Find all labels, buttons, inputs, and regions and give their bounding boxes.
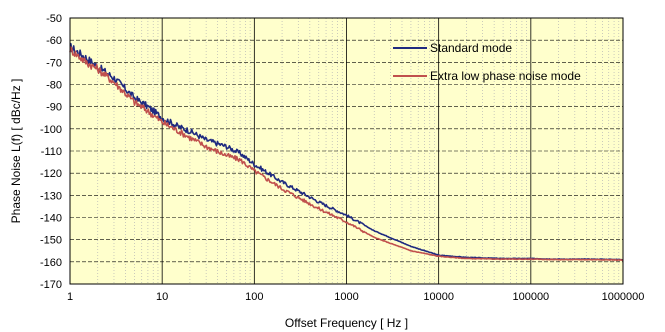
x-tick-label: 10000 [423,291,454,303]
x-axis-tick-labels: 1 10 100 1000 10000 100000 1000000 [67,291,644,303]
x-tick-label: 100 [245,291,263,303]
legend: Standard mode Extra low phase noise mode [393,41,581,83]
y-tick-label: -120 [40,168,62,180]
y-axis-label: Phase Noise L(f) [ dBc/Hz ] [9,79,23,224]
legend-label: Standard mode [430,41,512,55]
y-tick-label: -90 [46,102,62,114]
y-axis-tick-labels: -50 -60 -70 -80 -90 -100 -110 -120 -130 -140 -150 -… [40,13,62,291]
y-tick-label: -130 [40,190,62,202]
x-tick-label: 100000 [512,291,549,303]
major-gridlines [70,18,623,284]
x-tick-label: 1000000 [602,291,645,303]
plot-frame [69,17,624,285]
y-tick-label: -160 [40,257,62,269]
series-lines [69,42,624,262]
y-tick-label: -60 [46,35,62,47]
x-axis-label: Offset Frequency [ Hz ] [285,316,408,330]
y-tick-label: -170 [40,279,62,291]
x-tick-label: 10 [156,291,168,303]
y-tick-label: -80 [46,80,62,92]
y-tick-label: -110 [41,146,62,158]
series-line-1 [69,46,624,262]
y-tick-label: -150 [40,235,62,247]
y-tick-label: -140 [40,213,62,225]
y-tick-label: -70 [46,57,62,69]
legend-label: Extra low phase noise mode [430,69,581,83]
y-tick-label: -100 [40,124,62,136]
x-tick-label: 1 [67,291,73,303]
y-tick-label: -50 [46,13,62,25]
x-tick-label: 1000 [334,291,358,303]
